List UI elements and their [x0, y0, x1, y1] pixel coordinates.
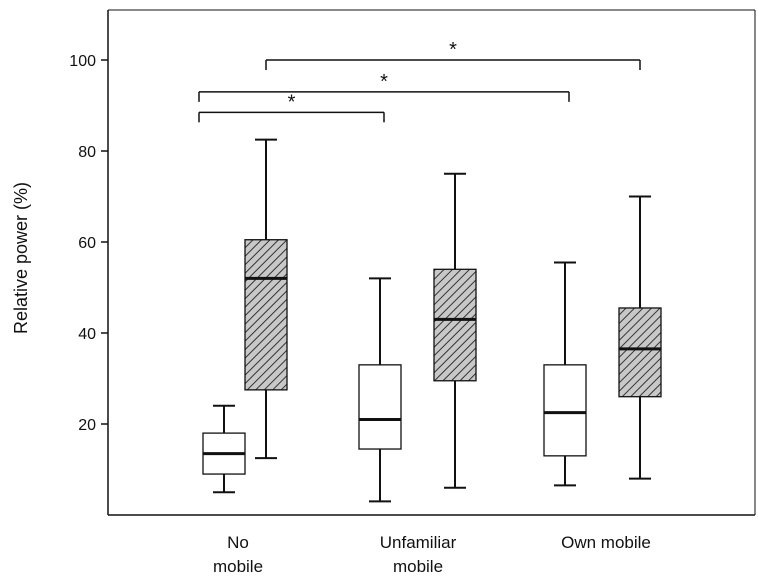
iqr-box	[618, 307, 662, 398]
box-no-mobile-plain	[202, 404, 246, 494]
iqr-box	[244, 239, 288, 391]
significance-bracket: *	[198, 91, 385, 123]
significance-layer: * * *	[198, 39, 641, 123]
plot-frame	[107, 9, 756, 516]
category-label: mobile	[393, 557, 443, 576]
y-tick-label: 80	[78, 144, 96, 161]
boxes-layer	[202, 138, 662, 503]
box-no-mobile-hatched	[244, 138, 288, 460]
significance-star: *	[449, 39, 457, 61]
box-own-mobile-hatched	[618, 195, 662, 480]
category-label: mobile	[213, 557, 263, 576]
box-unfamiliar-mobile-plain	[358, 277, 402, 503]
significance-star: *	[288, 91, 296, 113]
box-own-mobile-plain	[543, 261, 587, 487]
iqr-box	[433, 268, 477, 382]
x-axis-labels: No mobile Unfamiliar mobile Own mobile	[213, 533, 651, 576]
y-axis: 20 40 60 80 100	[69, 53, 108, 434]
category-label: No	[227, 533, 249, 552]
significance-bracket: *	[198, 71, 570, 102]
y-tick-label: 20	[78, 417, 96, 434]
y-axis-title: Relative power (%)	[11, 182, 31, 334]
significance-star: *	[380, 71, 388, 93]
significance-bracket: *	[265, 39, 641, 70]
category-label: Own mobile	[561, 533, 651, 552]
iqr-box	[543, 364, 587, 457]
box-unfamiliar-mobile-hatched	[433, 172, 477, 489]
y-tick-label: 40	[78, 326, 96, 343]
y-tick-label: 60	[78, 235, 96, 252]
category-label: Unfamiliar	[380, 533, 457, 552]
y-tick-label: 100	[69, 53, 96, 70]
iqr-box	[358, 364, 402, 450]
